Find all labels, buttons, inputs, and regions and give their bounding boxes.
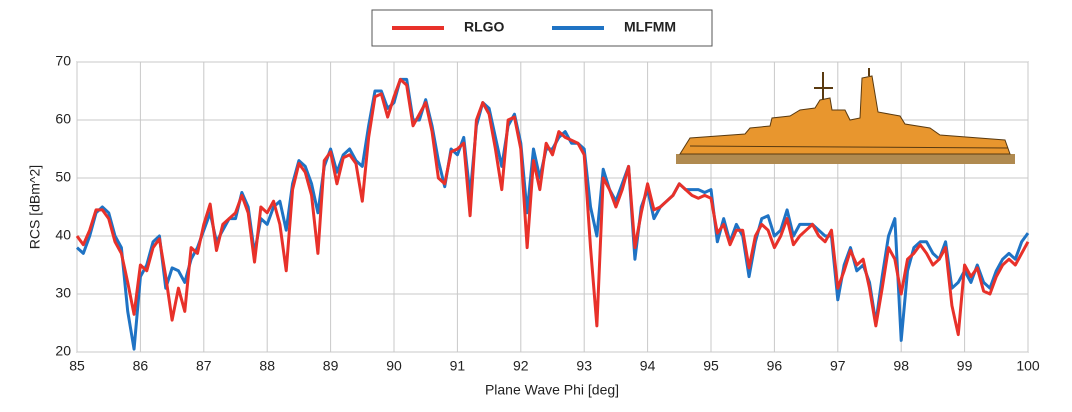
y-axis-label: RCS [dBm^2] <box>27 165 43 249</box>
y-tick-label: 30 <box>55 285 71 301</box>
x-tick-label: 99 <box>957 358 973 374</box>
y-tick-label: 20 <box>55 343 71 359</box>
x-tick-label: 100 <box>1016 358 1040 374</box>
x-tick-label: 88 <box>259 358 275 374</box>
x-tick-label: 93 <box>576 358 592 374</box>
y-tick-label: 60 <box>55 111 71 127</box>
y-tick-label: 40 <box>55 227 71 243</box>
plot-area <box>76 61 1029 353</box>
grid <box>76 61 1029 353</box>
x-tick-label: 92 <box>513 358 529 374</box>
x-tick-label: 86 <box>133 358 149 374</box>
x-tick-label: 91 <box>450 358 466 374</box>
y-tick-label: 70 <box>55 53 71 69</box>
x-tick-label: 94 <box>640 358 656 374</box>
x-tick-label: 87 <box>196 358 212 374</box>
x-tick-label: 97 <box>830 358 846 374</box>
x-tick-label: 90 <box>386 358 402 374</box>
legend-label: MLFMM <box>624 19 676 35</box>
x-tick-label: 98 <box>893 358 909 374</box>
legend-label: RLGO <box>464 19 505 35</box>
x-tick-label: 85 <box>69 358 85 374</box>
x-axis-label: Plane Wave Phi [deg] <box>485 382 619 398</box>
ship-illustration <box>676 68 1015 164</box>
x-tick-label: 95 <box>703 358 719 374</box>
x-tick-label: 89 <box>323 358 339 374</box>
y-tick-label: 50 <box>55 169 71 185</box>
series-line <box>75 77 1030 337</box>
x-tick-label: 96 <box>767 358 783 374</box>
legend: RLGO MLFMM <box>371 9 713 47</box>
lines <box>75 77 1030 351</box>
